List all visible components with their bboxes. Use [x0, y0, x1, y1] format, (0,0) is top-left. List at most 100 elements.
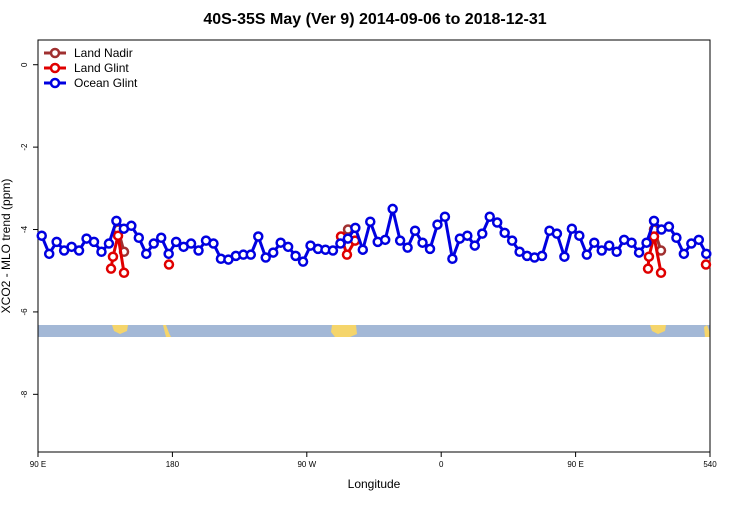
y-tick-label: 0 [20, 62, 29, 67]
data-point [394, 235, 406, 246]
data-point [253, 231, 264, 242]
y-tick-label: -4 [20, 225, 29, 233]
data-point [700, 259, 712, 270]
data-point [88, 236, 100, 248]
data-point [581, 249, 593, 260]
data-point [73, 245, 85, 256]
data-point [678, 248, 690, 260]
data-point [341, 249, 353, 260]
y-tick-label: -2 [20, 143, 29, 151]
x-tick-label: 180 [166, 460, 180, 469]
data-point [655, 245, 667, 256]
data-point [112, 230, 124, 241]
data-point [103, 238, 115, 249]
data-point [701, 248, 712, 260]
data-point [111, 215, 122, 227]
data-point [462, 230, 473, 241]
legend-marker [49, 47, 61, 59]
legend-marker [49, 62, 61, 74]
legend-label: Land Glint [74, 61, 129, 75]
data-point [105, 263, 117, 274]
data-point [245, 249, 257, 260]
data-point [275, 237, 286, 248]
x-axis-label: Longitude [348, 477, 401, 491]
data-point [163, 259, 175, 270]
data-point [260, 252, 271, 263]
data-point [365, 216, 376, 227]
x-tick-label: 90 W [297, 460, 316, 469]
data-point [641, 237, 652, 248]
data-point [603, 240, 615, 251]
data-point [141, 248, 152, 260]
data-point [693, 234, 705, 246]
data-point [282, 241, 294, 253]
data-point [170, 236, 182, 248]
data-point [155, 232, 167, 244]
data-point [506, 235, 518, 246]
data-point [643, 251, 655, 262]
data-point [648, 215, 660, 227]
data-point [671, 232, 682, 244]
legend-marker [49, 77, 61, 89]
data-point [559, 251, 570, 262]
data-point [477, 228, 488, 239]
data-point [424, 243, 436, 255]
data-point [447, 253, 458, 265]
data-point [297, 256, 309, 267]
data-point [208, 238, 219, 249]
data-point [357, 244, 369, 255]
y-tick-label: -6 [20, 308, 29, 316]
legend-label: Ocean Glint [74, 76, 138, 90]
data-point [107, 251, 119, 262]
data-point [536, 250, 548, 262]
data-point [36, 230, 47, 241]
data-point [387, 203, 398, 215]
data-point [432, 219, 443, 230]
data-point [290, 250, 301, 262]
data-point [484, 211, 495, 222]
data-point [589, 237, 600, 248]
data-point [350, 222, 361, 234]
land-strip [38, 325, 710, 337]
y-tick-label: -8 [20, 390, 29, 398]
data-point [193, 245, 204, 256]
plot-frame [37, 39, 711, 453]
data-point [51, 236, 62, 248]
data-point [469, 240, 481, 251]
data-point [185, 238, 197, 249]
data-point [379, 234, 391, 246]
data-point [514, 246, 525, 258]
chart-title: 40S-35S May (Ver 9) 2014-09-06 to 2018-1… [203, 11, 546, 28]
data-point [96, 246, 107, 258]
data-point [551, 228, 563, 239]
x-tick-label: 90 E [30, 460, 46, 469]
data-point [335, 238, 346, 249]
data-point [642, 263, 654, 274]
data-point [118, 267, 130, 279]
x-tick-label: 90 E [567, 460, 583, 469]
data-point [663, 221, 675, 232]
data-point [566, 223, 578, 234]
data-point [626, 237, 637, 248]
data-point [655, 267, 667, 279]
data-point [499, 227, 510, 239]
data-point [402, 242, 413, 253]
data-point [611, 246, 622, 258]
data-point [439, 211, 451, 222]
data-point [596, 245, 607, 256]
data-point [491, 217, 503, 228]
data-point [267, 247, 279, 258]
data-point [648, 231, 660, 242]
data-point [574, 230, 585, 241]
data-point [148, 238, 159, 249]
x-tick-label: 540 [703, 460, 717, 469]
x-tick-label: 0 [439, 460, 444, 469]
data-point [163, 248, 174, 260]
y-axis-label: XCO2 - MLO trend (ppm) [0, 179, 13, 314]
data-point [417, 237, 428, 248]
data-point [133, 232, 145, 244]
data-point [342, 233, 354, 244]
data-point [327, 245, 339, 256]
data-point [633, 247, 645, 258]
